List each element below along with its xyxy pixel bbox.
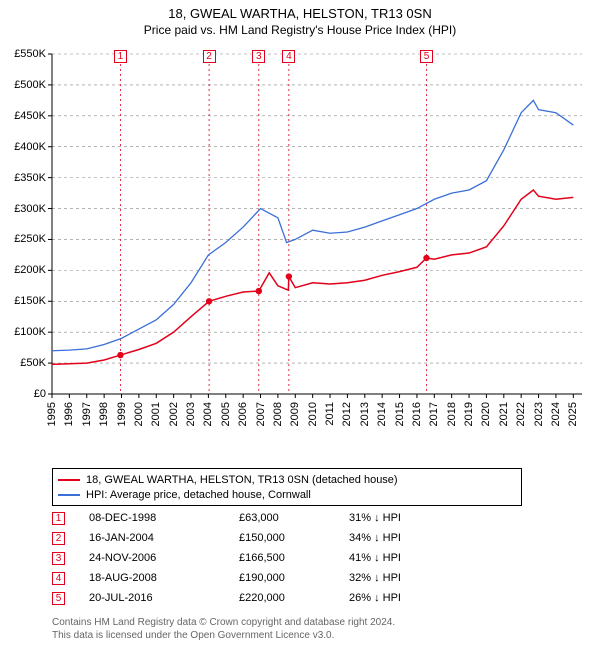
y-tick-label: £450K [0,110,46,122]
y-tick-label: £200K [0,264,46,276]
event-row: 5 20-JUL-2016£220,00026% ↓ HPI [52,588,419,608]
page: 18, GWEAL WARTHA, HELSTON, TR13 0SN Pric… [0,0,600,650]
y-tick-label: £150K [0,295,46,307]
x-tick-label: 2010 [307,402,319,426]
y-tick-label: £0 [0,388,46,400]
event-marker-2: 2 [203,50,216,63]
legend-swatch [58,479,80,481]
x-tick-label: 2009 [289,402,301,426]
event-row-marker: 3 [52,552,65,565]
x-tick-label: 2001 [150,402,162,426]
series-hpi [52,100,573,350]
x-tick-label: 1998 [98,402,110,426]
x-tick-label: 2023 [533,402,545,426]
legend-row: HPI: Average price, detached house, Corn… [58,487,516,502]
x-tick-label: 2000 [133,402,145,426]
title-address: 18, GWEAL WARTHA, HELSTON, TR13 0SN [0,6,600,21]
y-tick-label: £550K [0,48,46,60]
x-tick-label: 2022 [515,402,527,426]
y-tick-label: £500K [0,79,46,91]
y-tick-label: £400K [0,141,46,153]
x-tick-label: 2024 [550,402,562,426]
event-gap: 34% ↓ HPI [349,532,419,544]
event-date: 16-JAN-2004 [89,532,239,544]
event-price: £166,500 [239,552,349,564]
x-tick-label: 1995 [46,402,58,426]
x-tick-label: 2004 [202,402,214,426]
chart-svg [0,44,600,464]
chart: £0 £50K £100K £150K £200K £250K £300K £350K £400… [0,44,600,464]
event-gap: 31% ↓ HPI [349,512,419,524]
event-marker-3: 3 [252,50,265,63]
x-tick-label: 2017 [428,402,440,426]
events-table: 1 08-DEC-1998£63,00031% ↓ HPI 2 16-JAN-2004… [52,508,419,608]
event-date: 20-JUL-2016 [89,592,239,604]
x-tick-label: 1997 [81,402,93,426]
x-tick-label: 2002 [168,402,180,426]
x-tick-label: 2013 [359,402,371,426]
y-tick-label: £250K [0,233,46,245]
y-tick-label: £350K [0,172,46,184]
footnote: Contains HM Land Registry data © Crown c… [52,617,562,642]
x-tick-label: 2020 [480,402,492,426]
event-date: 08-DEC-1998 [89,512,239,524]
y-tick-label: £300K [0,203,46,215]
x-tick-label: 2015 [394,402,406,426]
event-price: £63,000 [239,512,349,524]
event-price: £190,000 [239,572,349,584]
legend-label: 18, GWEAL WARTHA, HELSTON, TR13 0SN (det… [86,474,398,486]
event-date: 18-AUG-2008 [89,572,239,584]
x-tick-label: 2021 [498,402,510,426]
event-marker-4: 4 [282,50,295,63]
x-tick-label: 2025 [567,402,579,426]
legend: 18, GWEAL WARTHA, HELSTON, TR13 0SN (det… [52,468,522,506]
x-tick-label: 2012 [341,402,353,426]
x-tick-label: 2007 [255,402,267,426]
legend-row: 18, GWEAL WARTHA, HELSTON, TR13 0SN (det… [58,472,516,487]
y-tick-label: £50K [0,357,46,369]
title-subtitle: Price paid vs. HM Land Registry's House … [0,21,600,37]
x-tick-label: 1996 [63,402,75,426]
event-row-marker: 5 [52,592,65,605]
x-tick-label: 2014 [376,402,388,426]
x-tick-label: 2006 [237,402,249,426]
event-price: £150,000 [239,532,349,544]
event-row: 2 16-JAN-2004£150,00034% ↓ HPI [52,528,419,548]
x-tick-label: 2019 [463,402,475,426]
legend-swatch [58,494,80,496]
event-date: 24-NOV-2006 [89,552,239,564]
x-tick-label: 2011 [324,402,336,426]
x-tick-label: 2016 [411,402,423,426]
event-gap: 26% ↓ HPI [349,592,419,604]
x-tick-label: 2008 [272,402,284,426]
event-marker-5: 5 [420,50,433,63]
event-row-marker: 4 [52,572,65,585]
event-gap: 41% ↓ HPI [349,552,419,564]
event-marker-1: 1 [114,50,127,63]
x-tick-label: 2003 [185,402,197,426]
legend-label: HPI: Average price, detached house, Corn… [86,489,311,501]
event-row: 3 24-NOV-2006£166,50041% ↓ HPI [52,548,419,568]
event-row-marker: 1 [52,512,65,525]
event-row: 4 18-AUG-2008£190,00032% ↓ HPI [52,568,419,588]
footnote-line-1: Contains HM Land Registry data © Crown c… [52,617,562,630]
y-tick-label: £100K [0,326,46,338]
event-row-marker: 2 [52,532,65,545]
x-tick-label: 1999 [116,402,128,426]
event-gap: 32% ↓ HPI [349,572,419,584]
title-block: 18, GWEAL WARTHA, HELSTON, TR13 0SN Pric… [0,0,600,37]
event-price: £220,000 [239,592,349,604]
footnote-line-2: This data is licensed under the Open Gov… [52,630,562,643]
x-tick-label: 2005 [220,402,232,426]
event-row: 1 08-DEC-1998£63,00031% ↓ HPI [52,508,419,528]
series-property [52,190,573,364]
x-tick-label: 2018 [446,402,458,426]
